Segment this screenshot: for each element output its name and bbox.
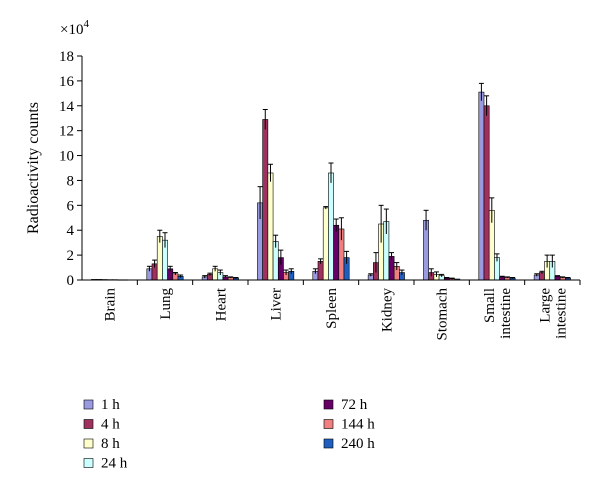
- bar: [328, 172, 334, 281]
- x-category-label: Large: [537, 288, 553, 323]
- x-category-label: Small: [482, 288, 498, 323]
- y-tick-label: 0: [67, 273, 75, 289]
- legend-swatch: [323, 399, 334, 410]
- y-axis: 0 2 4 6 8 10 12 14 16 18: [59, 49, 83, 289]
- legend-swatch: [323, 419, 334, 429]
- bar: [156, 236, 163, 281]
- legend: 1 h 4 h 8 h 24 h 72 h 144 h 240 h: [83, 397, 375, 472]
- y-tick-label: 8: [67, 173, 75, 189]
- y-tick-label: 4: [67, 223, 75, 239]
- x-category-label: Spleen: [324, 288, 340, 329]
- y-tick-label: 16: [59, 74, 75, 90]
- y-scale-exponent: 4: [83, 18, 89, 30]
- x-category-label: Liver: [269, 288, 285, 320]
- y-tick-label: 6: [67, 198, 75, 214]
- legend-swatch: [323, 438, 334, 449]
- bar: [267, 172, 274, 281]
- x-category-label: Heart: [213, 287, 229, 321]
- legend-label: 72 h: [341, 397, 368, 413]
- legend-label: 8 h: [101, 436, 120, 452]
- y-tick-label: 14: [59, 99, 75, 115]
- x-axis: Brain Lung Heart Liver Spleen Kidney Stomach Sm…: [82, 279, 581, 341]
- y-tick-label: 2: [67, 248, 75, 264]
- bar: [483, 105, 490, 281]
- bar: [317, 261, 324, 281]
- y-axis-label: Radioactivity counts: [25, 102, 42, 234]
- x-category-label: Lung: [158, 288, 174, 320]
- legend-swatch: [83, 438, 94, 449]
- y-scale-multiplier: ×104: [60, 18, 89, 38]
- legend-label: 1 h: [101, 397, 120, 413]
- x-category-label: Stomach: [435, 288, 451, 341]
- bars-layer: [91, 82, 571, 281]
- legend-label: 24 h: [101, 456, 128, 472]
- legend-swatch: [83, 458, 94, 468]
- bar: [322, 207, 329, 281]
- y-tick-label: 18: [59, 49, 74, 65]
- bar: [333, 224, 340, 281]
- x-category-label: Kidney: [379, 288, 395, 333]
- y-tick-label: 12: [59, 124, 74, 140]
- x-category-label: intestine: [498, 288, 514, 339]
- legend-label: 240 h: [341, 436, 375, 452]
- bar: [478, 91, 485, 281]
- legend-label: 144 h: [341, 417, 375, 433]
- legend-swatch: [83, 399, 94, 410]
- x-category-label: Brain: [103, 288, 119, 322]
- legend-label: 4 h: [101, 417, 120, 433]
- legend-swatch: [83, 419, 94, 429]
- bar: [262, 119, 269, 281]
- x-category-label: intestine: [553, 288, 569, 339]
- y-tick-label: 10: [59, 149, 74, 165]
